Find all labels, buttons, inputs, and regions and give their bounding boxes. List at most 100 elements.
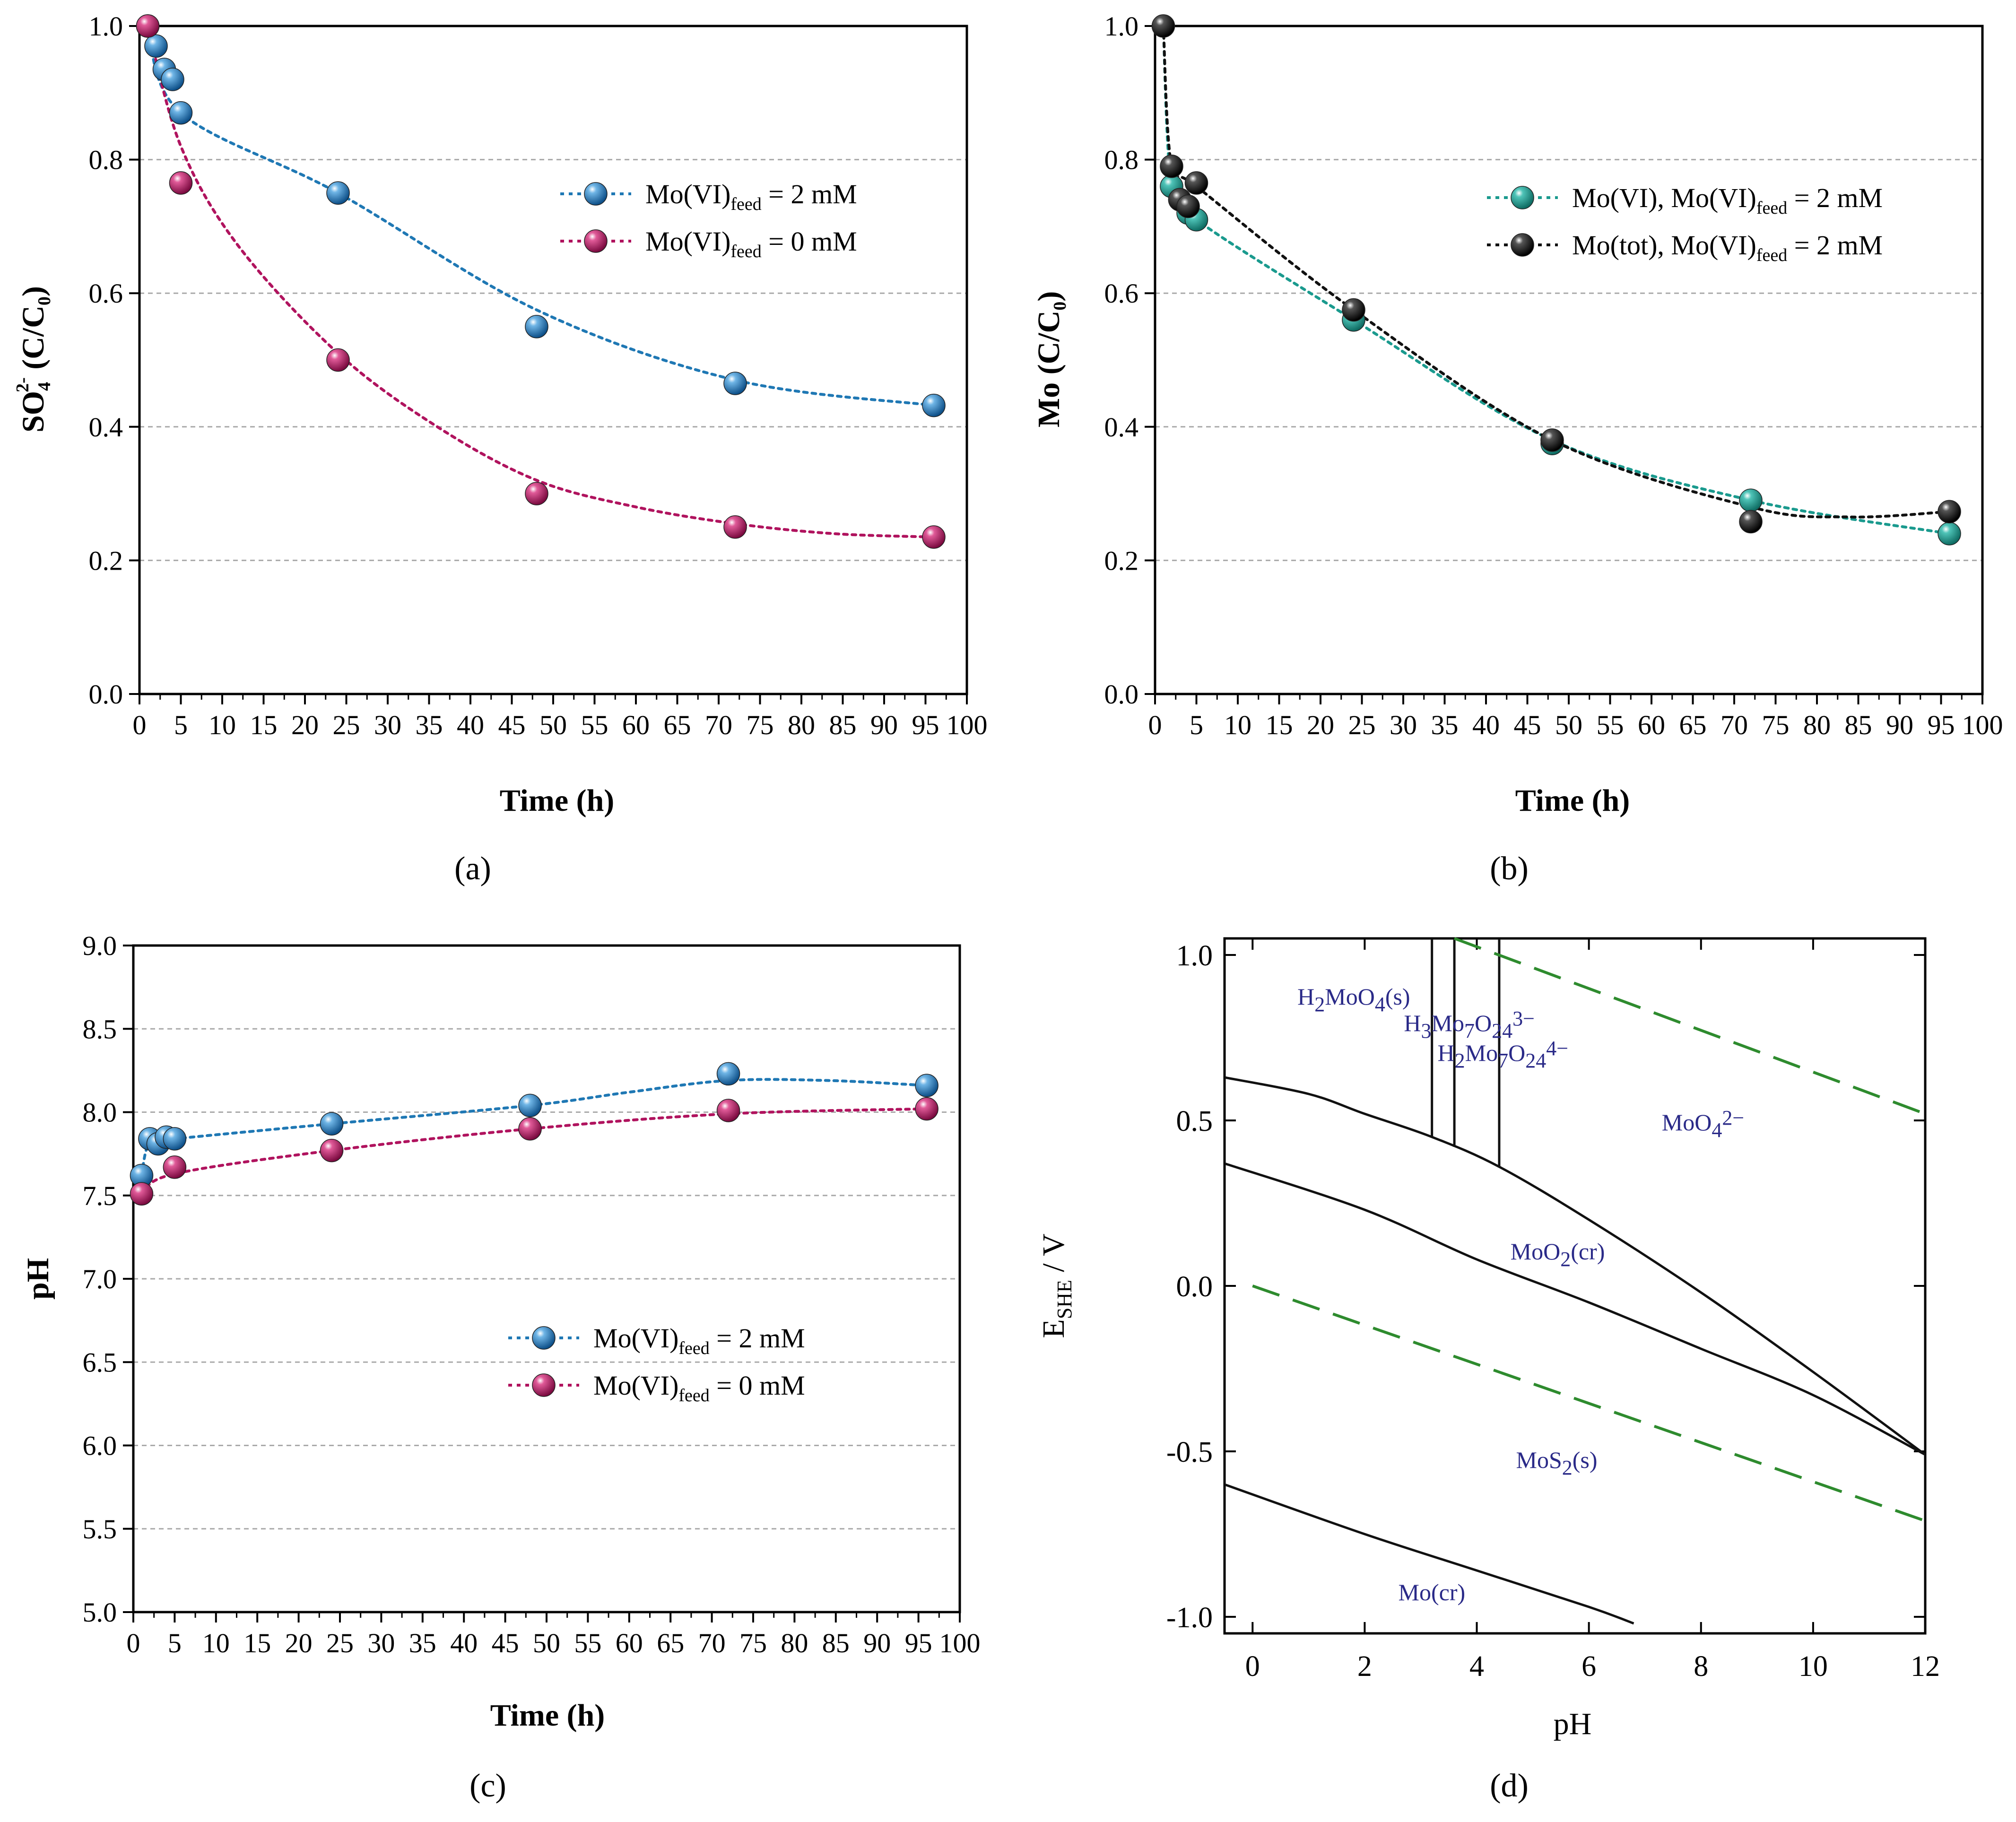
b-legend: Mo(VI), Mo(VI)feed = 2 mM Mo(tot), Mo(VI)… <box>1487 182 1883 265</box>
a-xlabel: Time (h) <box>500 783 615 818</box>
b-series-0-point <box>1739 488 1763 512</box>
panel-b: 0.0 0.2 0.4 0.6 0.8 1.0 0 5 10 15 20 25 30 35 40 45 50 55… <box>1032 11 2003 887</box>
a-plot-frame <box>138 25 968 695</box>
d-boundary-lines <box>1224 937 1926 1625</box>
b-xtick-label: 30 <box>1390 710 1417 740</box>
a-trend-lines <box>146 25 935 538</box>
c-xtick-label: 70 <box>698 1628 726 1658</box>
b-xtick-label: 100 <box>1962 710 2003 740</box>
c-ytick-label: 6.5 <box>83 1347 117 1378</box>
d-region-label-4: MoO2(cr) <box>1511 1238 1605 1271</box>
a-xtick-label: 55 <box>581 710 608 740</box>
b-xtick-label: 15 <box>1266 710 1293 740</box>
c-series-0-point <box>716 1062 740 1086</box>
a-series-0-point <box>525 315 548 338</box>
a-xtick-label: 20 <box>291 710 319 740</box>
b-legend-marker-1 <box>1511 233 1534 257</box>
a-xtick-label: 25 <box>333 710 360 740</box>
c-ytick-label: 6.0 <box>83 1431 117 1461</box>
a-xtick-label: 80 <box>788 710 815 740</box>
a-xtick-label: 65 <box>664 710 691 740</box>
d-xtick-label: 6 <box>1582 1650 1596 1683</box>
d-upper-boundary <box>1224 1076 1926 1456</box>
c-panel-label: (c) <box>469 1768 506 1804</box>
c-series-1-point <box>163 1155 187 1179</box>
b-series-1-point <box>1184 171 1208 195</box>
b-xtick-label: 85 <box>1845 710 1872 740</box>
d-region-label-6: Mo(cr) <box>1399 1579 1466 1605</box>
b-series-1-point <box>1540 428 1564 452</box>
d-panel-label: (d) <box>1490 1768 1529 1804</box>
c-legend-label-1: Mo(VI)feed = 0 mM <box>593 1370 805 1406</box>
a-xtick-label: 85 <box>829 710 857 740</box>
b-xtick-label: 50 <box>1555 710 1582 740</box>
c-series-0-point <box>915 1074 938 1097</box>
d-xtick-label: 12 <box>1911 1650 1940 1683</box>
a-xtick-label: 100 <box>947 710 988 740</box>
c-ytick-label: 5.0 <box>83 1597 117 1628</box>
c-xtick-label: 25 <box>326 1628 354 1658</box>
c-series-1-point <box>915 1097 938 1121</box>
c-xtick-label: 0 <box>127 1628 140 1658</box>
c-series-1-point <box>518 1117 542 1141</box>
c-ytick-label: 8.0 <box>83 1097 117 1128</box>
c-xtick-label: 35 <box>409 1628 436 1658</box>
c-series-1-point <box>130 1182 154 1206</box>
b-ylabel: Mo (C/C0) <box>1032 291 1070 427</box>
a-series-1-point <box>136 14 160 38</box>
a-legend: Mo(VI)feed = 2 mM Mo(VI)feed = 0 mM <box>560 179 857 261</box>
a-ytick-label: 0.2 <box>89 545 123 576</box>
b-xtick-label: 95 <box>1928 710 1955 740</box>
c-xtick-label: 55 <box>574 1628 601 1658</box>
c-series-1-point <box>320 1138 344 1163</box>
a-xtick-label: 70 <box>705 710 732 740</box>
a-xtick-label: 10 <box>209 710 236 740</box>
c-series-0-point <box>518 1093 542 1118</box>
b-ytick-label: 0.8 <box>1104 145 1139 175</box>
c-legend-marker-1 <box>532 1373 556 1397</box>
a-ytick-label: 0.8 <box>89 145 123 175</box>
a-series-0-point <box>144 34 168 58</box>
a-legend-label-0: Mo(VI)feed = 2 mM <box>645 179 857 214</box>
d-middle-boundary <box>1224 1162 1926 1456</box>
b-series-1-point <box>1342 298 1365 322</box>
d-region-labels: H2MoO4(s)H3Mo7O243−H2Mo7O244− MoO42− MoO2(… <box>1297 983 1744 1605</box>
a-series-1-point <box>326 348 350 372</box>
c-ytick-label: 7.0 <box>83 1264 117 1294</box>
d-ylabel: ESHE / V <box>1036 1233 1076 1338</box>
c-grid <box>133 1028 960 1530</box>
b-grid <box>1155 159 1982 561</box>
a-series-1-point <box>922 525 946 549</box>
b-series-1-point <box>1176 194 1200 218</box>
a-xtick-label: 15 <box>250 710 278 740</box>
d-ytick-label: 1.0 <box>1176 940 1213 972</box>
c-xtick-label: 60 <box>616 1628 643 1658</box>
c-xtick-label: 5 <box>168 1628 182 1658</box>
d-region-label-1: H3Mo7O243− <box>1404 1007 1535 1042</box>
a-series-1-trend <box>146 25 935 538</box>
a-series-0-point <box>922 393 946 417</box>
b-xtick-label: 10 <box>1224 710 1251 740</box>
d-plot-frame <box>1223 937 1927 1635</box>
d-region-label-2: H2Mo7O244− <box>1438 1037 1569 1072</box>
a-series-0-point <box>326 181 350 205</box>
d-region-label-3: MoO42− <box>1662 1106 1744 1142</box>
a-xtick-label: 75 <box>747 710 774 740</box>
b-series-1-point <box>1160 154 1183 178</box>
d-ytick-label: -0.5 <box>1166 1436 1213 1468</box>
c-xtick-label: 75 <box>739 1628 767 1658</box>
panel-d: -1.0 -0.5 0.0 0.5 1.0 0 2 4 6 8 10 12 H2MoO4(s)H3Mo… <box>1036 937 1940 1804</box>
c-xtick-label: 80 <box>781 1628 808 1658</box>
d-ytick-label: 0.0 <box>1176 1271 1213 1303</box>
b-trend-lines <box>1162 25 1951 535</box>
b-series-0-trend <box>1162 25 1951 535</box>
b-xtick-label: 25 <box>1348 710 1376 740</box>
b-xtick-label: 60 <box>1638 710 1665 740</box>
b-xtick-label: 70 <box>1721 710 1748 740</box>
b-series-1-point <box>1739 510 1763 534</box>
c-legend-marker-0 <box>532 1326 556 1350</box>
c-ytick-label: 9.0 <box>83 930 117 961</box>
c-xtick-label: 65 <box>657 1628 684 1658</box>
a-series-1-point <box>723 515 747 539</box>
b-xtick-label: 90 <box>1886 710 1913 740</box>
